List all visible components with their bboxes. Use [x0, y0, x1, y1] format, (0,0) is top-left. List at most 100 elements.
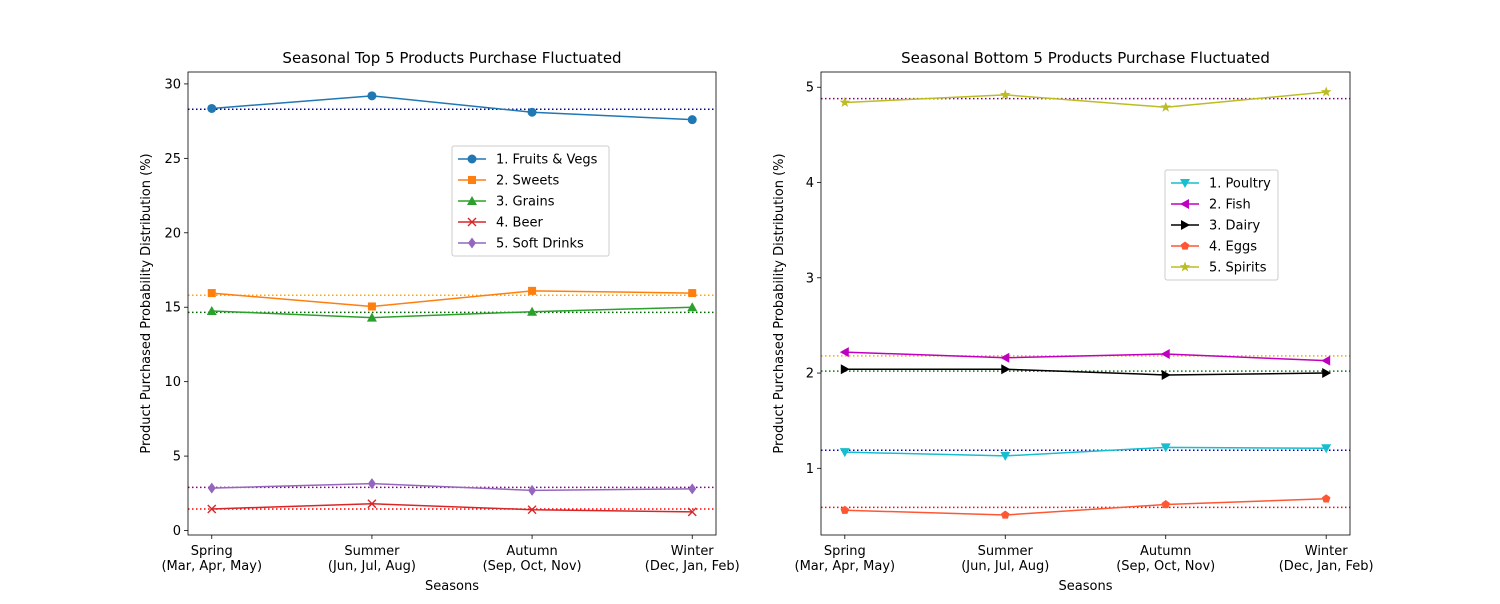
y-axis-label: Product Purchased Probability Distributi…	[772, 153, 787, 453]
legend-label: 5. Spirits	[1209, 261, 1267, 276]
series-eggs	[840, 494, 1331, 519]
legend-label: 3. Grains	[496, 195, 555, 210]
data-point	[840, 505, 850, 514]
data-point	[207, 289, 216, 298]
data-point	[528, 484, 537, 496]
legend-label: 1. Poultry	[1209, 177, 1271, 192]
series-line	[211, 502, 693, 513]
plot-frame	[187, 71, 717, 536]
series-grains	[206, 302, 698, 322]
y-tick-label: 4	[806, 176, 814, 191]
series-line	[844, 351, 1327, 362]
y-tick-label: 0	[173, 524, 181, 539]
y-tick-label: 2	[806, 367, 814, 382]
data-point	[687, 115, 697, 125]
data-point	[367, 91, 377, 101]
series-line	[844, 368, 1327, 376]
series-line	[211, 95, 693, 121]
data-point	[207, 103, 217, 113]
legend: 1. Poultry 2. Fish 3. Dairy 4. Eggs 5. Spiri…	[1164, 169, 1279, 281]
chart-panel-2: Seasonal Bottom 5 Products Purchase Fluc…	[772, 49, 1374, 594]
x-tick-sublabel: (Mar, Apr, May)	[161, 559, 262, 574]
data-point	[1000, 89, 1011, 100]
y-tick-label: 5	[806, 81, 814, 96]
data-point	[527, 505, 537, 515]
legend-label: 2. Sweets	[496, 174, 560, 189]
x-tick-sublabel: (Jun, Jul, Aug)	[961, 559, 1049, 574]
data-point	[687, 302, 698, 312]
chart-title: Seasonal Top 5 Products Purchase Fluctua…	[282, 49, 621, 67]
legend-marker	[467, 217, 477, 227]
x-tick-sublabel: (Dec, Jan, Feb)	[645, 559, 740, 574]
series-soft-drinks	[207, 478, 697, 496]
legend-marker	[468, 237, 476, 249]
y-tick-label: 30	[164, 77, 181, 92]
legend-marker	[1179, 261, 1191, 272]
data-point	[527, 306, 538, 316]
chart-title: Seasonal Bottom 5 Products Purchase Fluc…	[901, 49, 1270, 67]
data-point	[839, 448, 850, 458]
y-tick-label: 25	[164, 152, 181, 167]
x-tick-sublabel: (Sep, Oct, Nov)	[483, 559, 582, 574]
data-point	[1321, 494, 1331, 503]
data-point	[839, 96, 851, 107]
y-tick-label: 1	[806, 462, 814, 477]
data-point	[527, 107, 537, 117]
data-point	[206, 305, 217, 315]
data-point	[207, 504, 217, 514]
legend: 1. Fruits & Vegs 2. Sweets 3. Grains 4. Bee…	[451, 145, 610, 257]
data-point	[1321, 444, 1332, 454]
series-line	[211, 290, 693, 308]
y-axis-label: Product Purchased Probability Distributi…	[139, 153, 154, 453]
x-tick-sublabel: (Sep, Oct, Nov)	[1116, 559, 1215, 574]
x-tick-sublabel: (Jun, Jul, Aug)	[328, 559, 416, 574]
chart-panel-1: Seasonal Top 5 Products Purchase Fluctua…	[139, 49, 740, 594]
x-axis-label: Seasons	[1059, 579, 1113, 594]
legend-marker	[468, 176, 476, 184]
x-tick-label: Spring	[824, 544, 866, 559]
data-point	[1161, 369, 1171, 380]
x-tick-label: Summer	[344, 544, 400, 559]
legend-label: 4. Eggs	[1209, 240, 1257, 255]
series-line	[211, 306, 693, 319]
x-tick-label: Autumn	[506, 544, 557, 559]
data-point	[1161, 500, 1171, 509]
legend-label: 3. Dairy	[1209, 219, 1260, 234]
y-tick-label: 10	[164, 375, 181, 390]
y-tick-label: 3	[806, 271, 814, 286]
series-sweets	[207, 286, 697, 311]
x-tick-label: Winter	[671, 544, 715, 559]
data-point	[1160, 101, 1171, 112]
data-point	[1321, 355, 1331, 366]
series-line	[844, 498, 1327, 516]
data-point	[1000, 352, 1010, 363]
series-line	[844, 446, 1327, 457]
x-tick-label: Spring	[191, 544, 233, 559]
data-point	[367, 499, 377, 509]
data-point	[687, 507, 697, 517]
x-tick-label: Autumn	[1140, 544, 1191, 559]
legend-box	[1164, 169, 1279, 281]
series-line	[211, 482, 693, 492]
legend-box	[451, 145, 610, 257]
data-point	[1000, 510, 1010, 519]
legend-marker	[467, 196, 477, 205]
legend-label: 1. Fruits & Vegs	[496, 153, 598, 168]
data-point	[207, 482, 216, 494]
x-tick-sublabel: (Mar, Apr, May)	[795, 559, 896, 574]
y-tick-label: 5	[173, 450, 181, 465]
data-point	[688, 483, 697, 495]
data-point	[1320, 86, 1332, 97]
legend-marker	[1181, 220, 1190, 230]
data-point	[839, 347, 849, 358]
series-line	[844, 91, 1327, 109]
data-point	[1000, 451, 1011, 461]
legend-label: 4. Beer	[496, 216, 543, 231]
data-point	[840, 364, 850, 375]
x-tick-label: Summer	[978, 544, 1034, 559]
legend-marker	[467, 154, 477, 164]
series-spirits	[839, 86, 1332, 112]
data-point	[688, 289, 697, 298]
data-point	[1001, 364, 1011, 375]
